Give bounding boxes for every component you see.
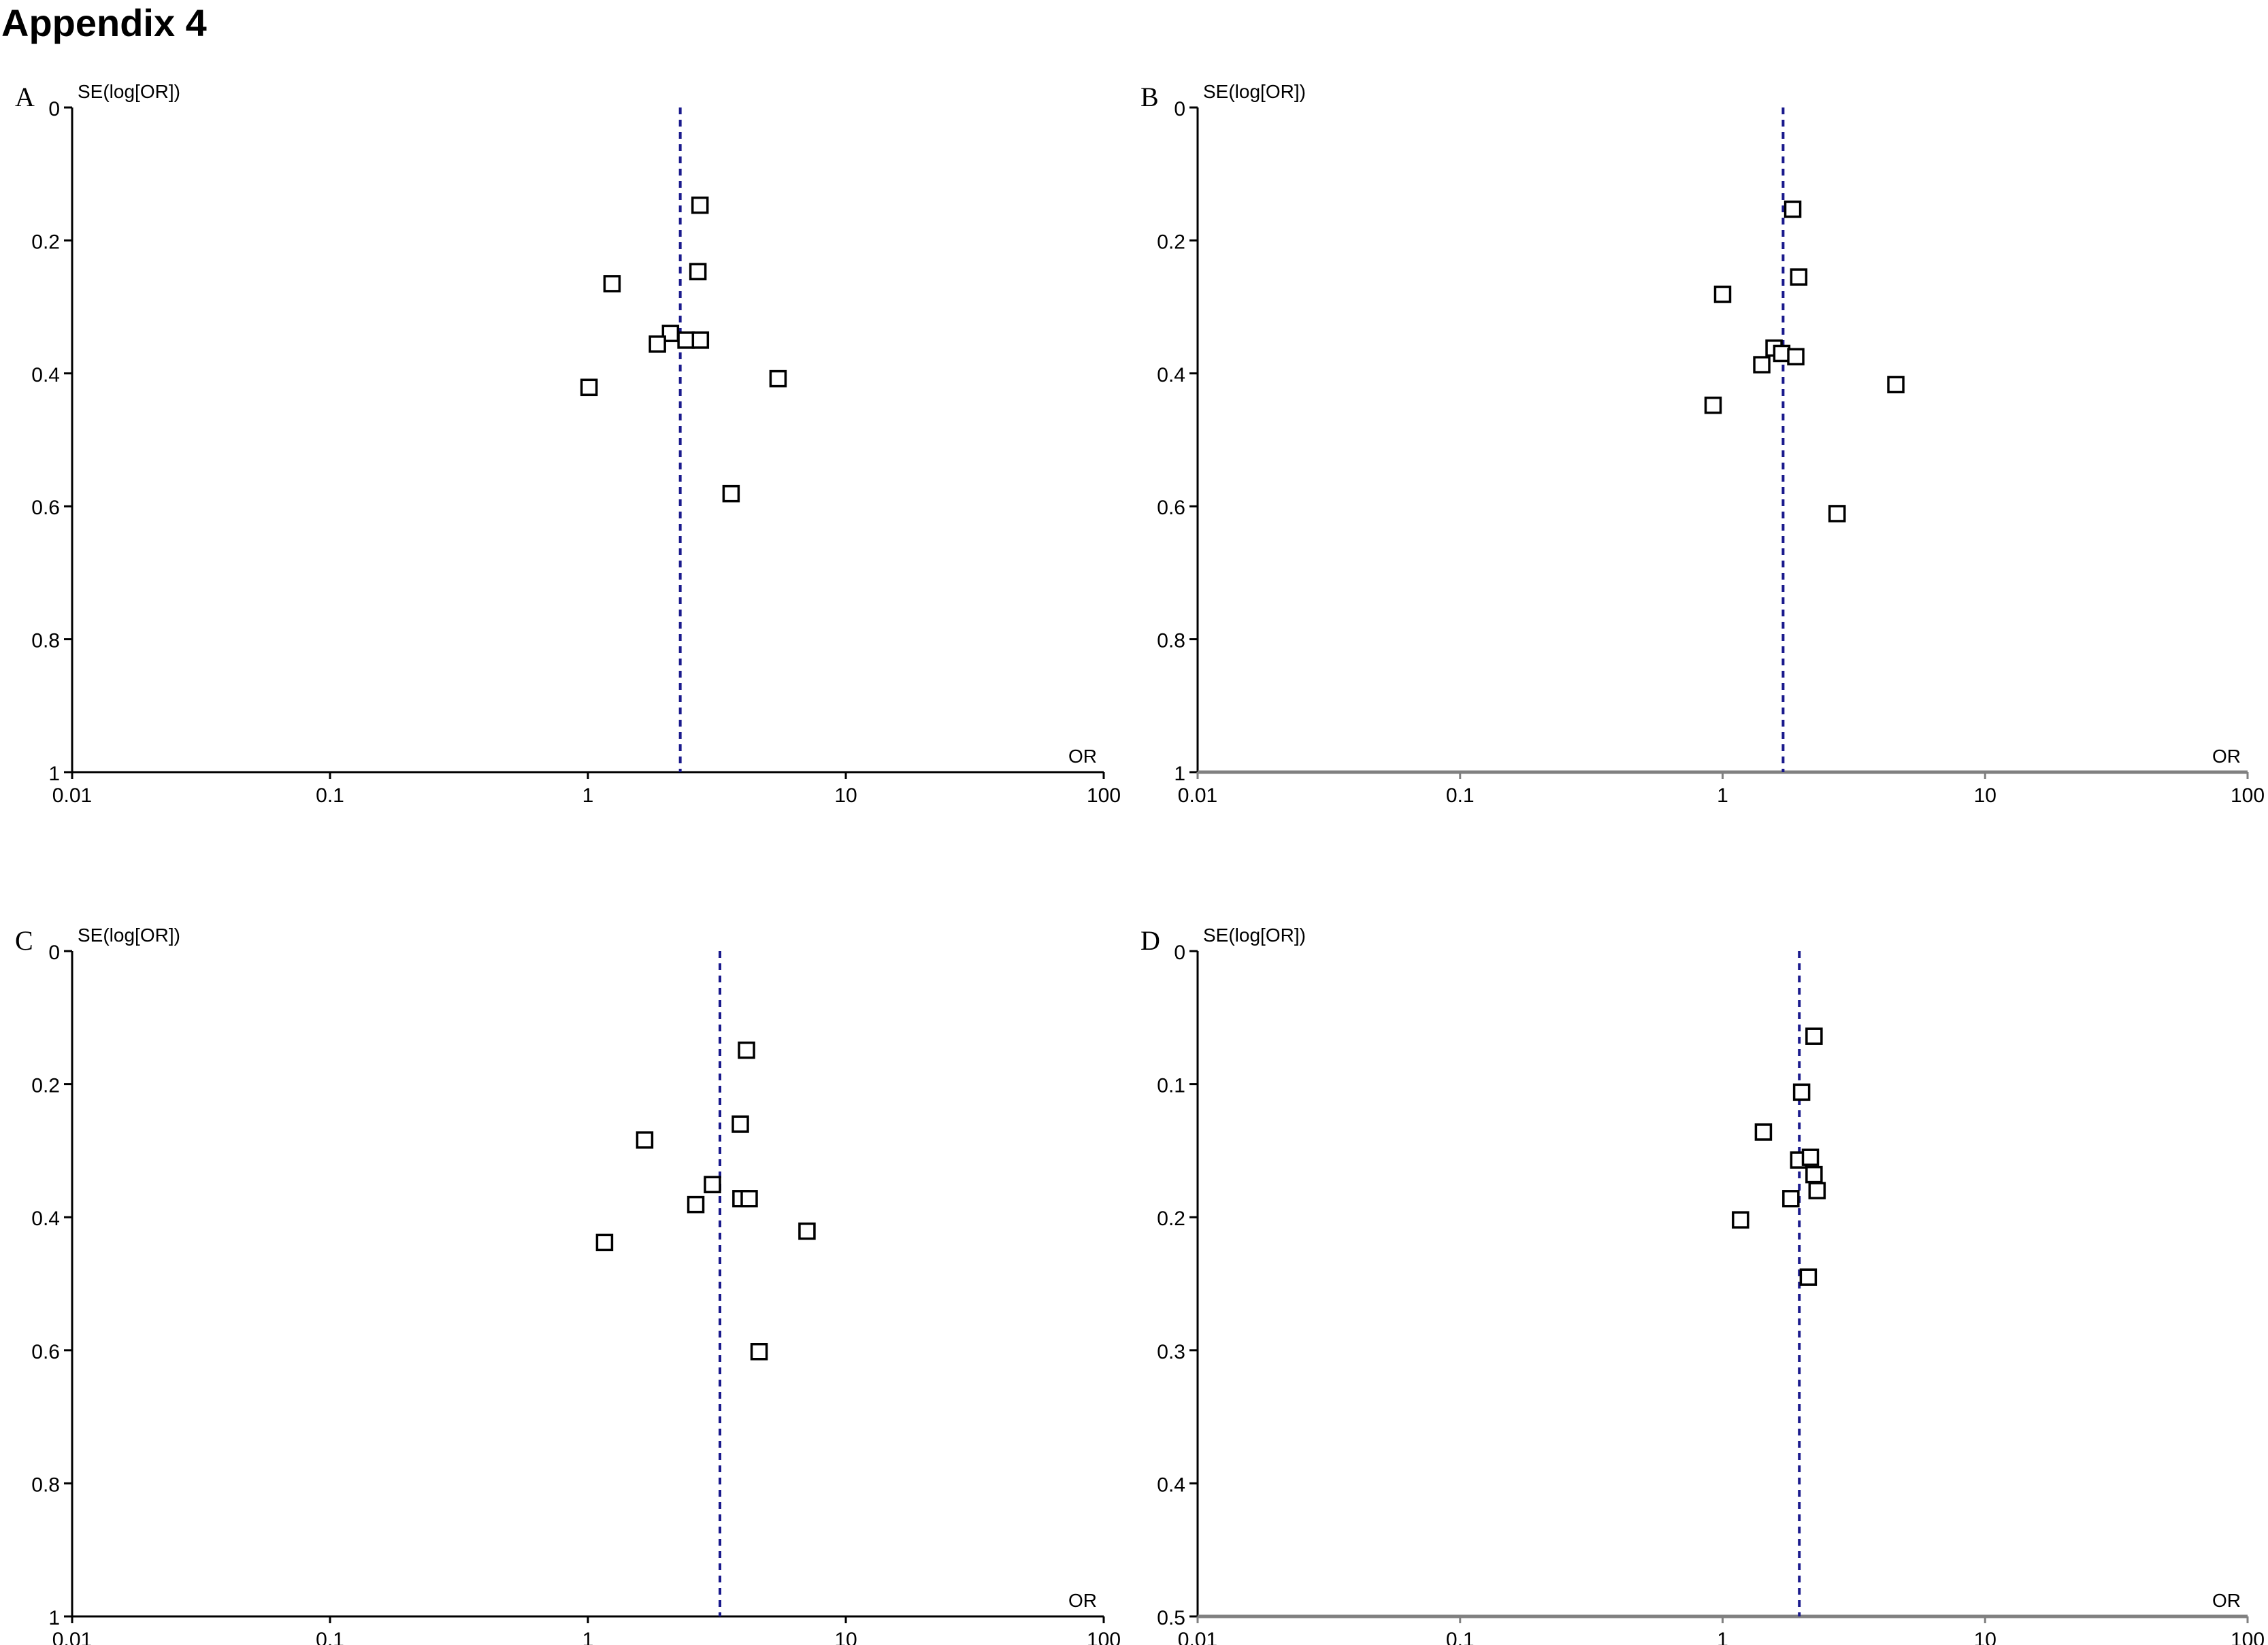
funnel-plot-d: 0 0.1 0.2 0.3 0.4 0.50.01 0.1 1 10 100 SE(log[OR])…	[1140, 925, 2265, 1645]
x-tick-label: 0.1	[316, 784, 344, 807]
panel-label-d: D	[1140, 925, 1160, 956]
y-tick-label: 1	[48, 1607, 60, 1629]
panel-label-c: C	[15, 925, 33, 956]
study-marker	[603, 275, 621, 293]
y-tick-label: 0.8	[1157, 630, 1185, 652]
y-axis-label: SE(log[OR])	[1203, 81, 1306, 102]
panel-label-a: A	[15, 82, 35, 112]
study-marker	[1773, 344, 1791, 363]
study-marker	[704, 1176, 721, 1194]
y-tick-label: 0.4	[1157, 1474, 1185, 1496]
y-tick-label: 0.6	[31, 497, 60, 519]
y-tick-label: 1	[1174, 763, 1185, 785]
x-tick-label: 100	[1087, 1629, 1121, 1645]
funnel-plot-b: 00.20.40.60.810.01 0.1 1 10 100SE(log[OR])OR…	[1140, 81, 2265, 807]
x-tick-label: 0.01	[1178, 784, 1217, 807]
study-marker	[1753, 356, 1771, 373]
y-tick-label: 0	[48, 942, 60, 964]
x-axis-label: OR	[1068, 1590, 1097, 1611]
x-tick-label: 1	[1717, 1629, 1728, 1645]
x-tick-label: 0.1	[316, 1629, 344, 1645]
study-marker	[1790, 268, 1808, 286]
y-tick-label: 0	[48, 98, 60, 120]
study-marker	[732, 1115, 749, 1133]
funnel-plot-a: 00.20.40.60.810.01 0.1 1 10 100SE(log[OR])OR…	[15, 81, 1121, 807]
study-marker	[1784, 200, 1802, 218]
study-marker	[687, 1195, 705, 1214]
y-tick-label: 0.6	[31, 1341, 60, 1363]
y-axis-label: SE(log[OR])	[78, 81, 180, 102]
page-title: Appendix 4	[1, 1, 207, 44]
funnel-plot-c: 00.20.40.60.810.01 0.1 1 10 100SE(log[OR])OR…	[15, 925, 1121, 1645]
study-marker	[1808, 1182, 1826, 1199]
x-tick-label: 1	[582, 784, 594, 807]
study-marker	[798, 1222, 816, 1240]
y-tick-label: 0.6	[1157, 497, 1185, 519]
x-tick-label: 100	[2231, 1629, 2265, 1645]
study-marker	[1799, 1268, 1818, 1286]
y-axis-label: SE(log[OR])	[1203, 925, 1306, 946]
study-marker	[1713, 285, 1732, 303]
study-marker	[1887, 376, 1905, 394]
study-marker	[1805, 1165, 1823, 1184]
study-marker	[769, 369, 787, 388]
study-marker	[648, 335, 666, 353]
x-tick-label: 0.01	[1178, 1629, 1217, 1645]
x-tick-label: 0.01	[52, 784, 92, 807]
study-marker	[1754, 1123, 1773, 1141]
y-tick-label: 0.4	[31, 364, 60, 386]
study-marker	[740, 1190, 758, 1208]
panel-label-b: B	[1140, 82, 1159, 112]
y-tick-label: 0.2	[31, 1075, 60, 1097]
y-tick-label: 0.3	[1157, 1341, 1185, 1363]
study-marker	[595, 1233, 614, 1252]
study-marker	[1792, 1083, 1811, 1101]
study-marker	[722, 484, 740, 503]
x-axis-label: OR	[2212, 746, 2241, 767]
x-tick-label: 1	[582, 1629, 594, 1645]
y-tick-label: 0.8	[31, 630, 60, 652]
study-marker	[677, 331, 695, 349]
y-tick-label: 0.8	[31, 1474, 60, 1496]
study-marker	[1787, 348, 1805, 366]
study-marker	[689, 263, 707, 281]
study-marker	[1732, 1211, 1749, 1229]
study-marker	[1801, 1148, 1820, 1166]
x-axis-label: OR	[1068, 746, 1097, 767]
study-marker	[1828, 505, 1846, 522]
study-marker	[580, 378, 598, 397]
y-tick-label: 0	[1174, 942, 1185, 964]
x-tick-label: 1	[1717, 784, 1728, 807]
x-tick-label: 10	[1974, 1629, 1996, 1645]
x-tick-label: 100	[1087, 784, 1121, 807]
x-tick-label: 0.1	[1446, 784, 1475, 807]
x-tick-label: 10	[1974, 784, 1996, 807]
y-tick-label: 0.1	[1157, 1075, 1185, 1097]
x-tick-label: 10	[834, 1629, 857, 1645]
x-tick-label: 0.1	[1446, 1629, 1475, 1645]
study-marker	[1704, 396, 1722, 414]
x-tick-label: 10	[834, 784, 857, 807]
y-tick-label: 0.4	[31, 1208, 60, 1230]
y-tick-label: 0.5	[1157, 1607, 1185, 1629]
x-tick-label: 100	[2231, 784, 2265, 807]
study-marker	[1805, 1027, 1823, 1045]
x-axis-label: OR	[2212, 1590, 2241, 1611]
study-marker	[691, 331, 710, 349]
y-tick-label: 0.2	[1157, 231, 1185, 253]
y-axis-label: SE(log[OR])	[78, 925, 180, 946]
y-tick-label: 0.2	[1157, 1208, 1185, 1230]
study-marker	[750, 1343, 768, 1361]
y-tick-label: 0.2	[31, 231, 60, 253]
study-marker	[691, 196, 709, 214]
y-tick-label: 1	[48, 763, 60, 785]
study-marker	[636, 1131, 654, 1149]
x-tick-label: 0.01	[52, 1629, 92, 1645]
study-marker	[738, 1041, 755, 1059]
y-tick-label: 0.4	[1157, 364, 1185, 386]
study-marker	[1782, 1190, 1800, 1208]
y-tick-label: 0	[1174, 98, 1185, 120]
